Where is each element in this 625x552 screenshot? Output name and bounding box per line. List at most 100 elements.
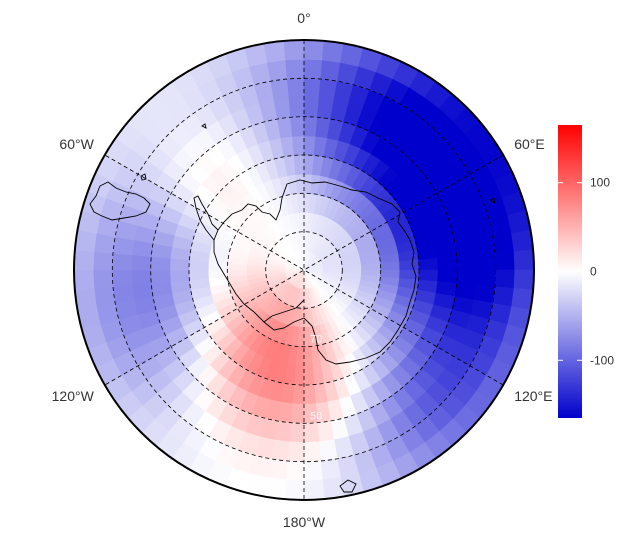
field-cell [169,257,190,271]
field-cell [437,269,458,284]
field-cell [291,384,305,405]
field-cell [473,236,496,256]
field-cell [494,269,516,289]
latitude-labels: 70 50 [310,334,322,423]
field-cell [150,256,171,271]
field-cell [303,346,313,367]
field-cell [283,40,305,61]
field-cell [303,460,323,482]
field-cell [456,254,477,271]
new-zealand-coastline [339,479,357,493]
field-cell [112,284,135,304]
field-cell [290,403,305,424]
south-america-coastline [89,181,151,221]
field-cell [74,229,97,252]
field-cell [511,288,534,311]
island-coastline [140,173,147,181]
field-cell [475,252,497,271]
field-cell [303,384,317,405]
field-cell [74,288,97,311]
longitude-label: 60°E [514,136,545,152]
field-cell [303,441,322,463]
field-cell [303,116,318,137]
anomaly-field [74,40,534,500]
field-cell [494,251,516,271]
field-cell [169,269,190,283]
field-cell [437,256,458,271]
island-coastline [489,197,496,204]
field-cell [492,233,515,254]
colorbar-tick-label: 100 [590,176,610,190]
antarctica-coastline [213,179,417,365]
field-cell [511,229,534,252]
field-cell [92,269,114,289]
longitude-label: 120°E [514,388,552,404]
field-cell [303,77,322,99]
field-cell [92,251,114,271]
field-cell [513,249,534,271]
field-cell [111,252,133,271]
field-cell [207,269,228,279]
longitude-label: 120°W [52,388,95,404]
field-cell [288,422,305,443]
antarctic-peninsula [193,195,219,241]
field-cell [322,477,345,500]
field-cell [188,269,209,281]
longitude-label: 180°W [283,514,326,530]
field-cell [475,269,497,288]
colorbar-tick-label: 0 [590,265,597,279]
latitude-label: 70 [310,334,322,346]
field-cell [318,439,338,462]
field-cell [286,441,305,463]
field-cell [74,249,95,271]
field-cell [399,259,420,271]
field-cell [288,97,305,118]
colorbar-tick-label: -100 [590,353,614,367]
map-boundary [73,39,535,501]
field-cell [93,286,116,307]
field-cell [303,479,325,500]
field-cell [295,173,305,194]
field-cell [111,269,133,288]
field-cell [418,269,439,283]
latitude-label: 50 [310,410,322,422]
ice-shelf-line [263,299,305,323]
island-coastline [201,123,207,129]
longitude-labels: 0° 60°E 120°E 180°W 120°W 60°W [52,10,553,530]
field-cell [74,269,95,291]
latitude-circle [150,116,458,424]
field-cell [303,97,320,118]
field-cell [303,422,320,443]
field-cell [150,269,171,284]
field-cell [291,135,305,156]
graticule [104,40,504,500]
latitude-circle [265,231,343,309]
field-cell [286,77,305,99]
field-cell [270,78,290,101]
field-cell [322,40,345,63]
latitude-circle [226,192,382,348]
field-cell [263,477,286,500]
field-cell [267,59,288,82]
field-cell [131,269,152,286]
field-cell [303,58,323,80]
field-cell [283,479,305,500]
field-cell [513,269,534,291]
colorbar: 100 0 -100 [558,125,614,418]
field-cell [303,40,325,61]
colorbar-ticks: 100 0 -100 [558,176,614,367]
field-cell [290,116,305,137]
field-cell [285,460,305,482]
field-cell [456,269,477,286]
field-cell [303,365,315,386]
field-cell [320,458,341,481]
field-cell [303,135,317,156]
field-cell [285,58,305,80]
field-cell [263,40,286,63]
longitude-label: 60°W [59,136,94,152]
field-cell [380,261,401,271]
field-cell [293,154,305,175]
field-cell [131,254,152,271]
coastlines [89,123,496,493]
